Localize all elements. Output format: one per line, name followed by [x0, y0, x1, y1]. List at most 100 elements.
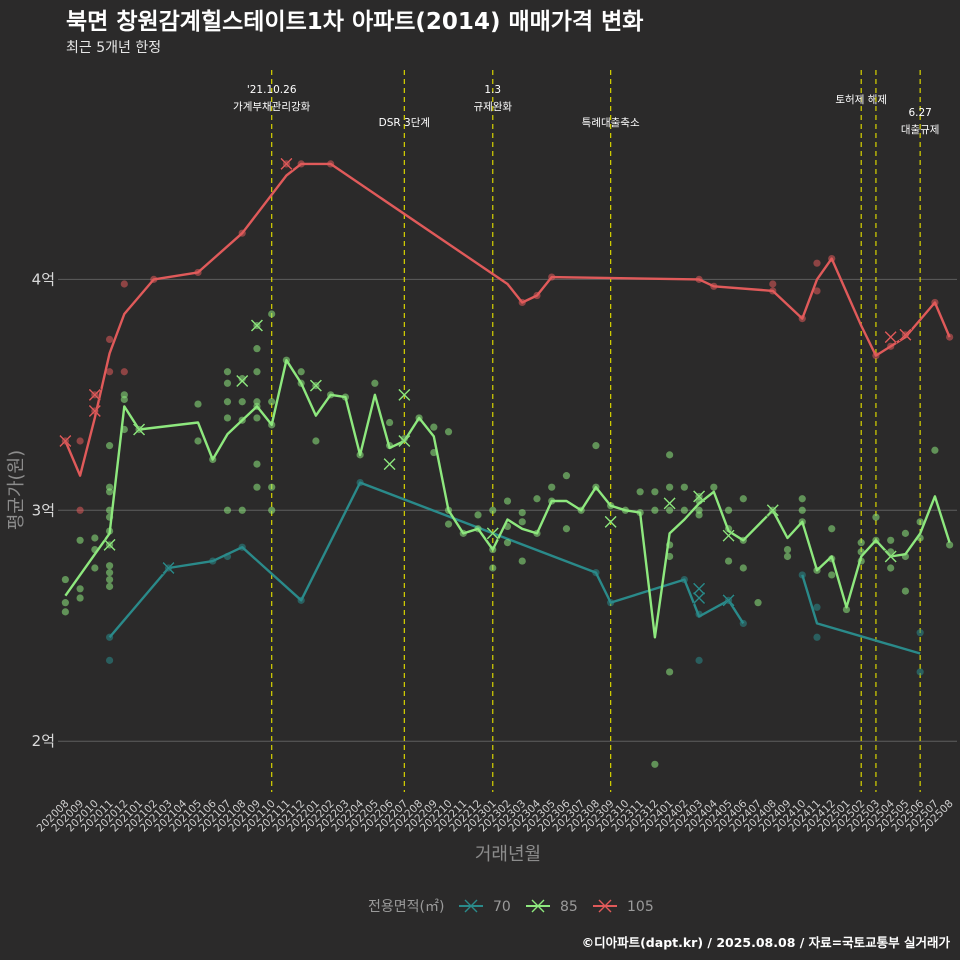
legend-key-marker [531, 899, 545, 913]
y-tick-label: 4억 [32, 270, 55, 288]
data-point [872, 513, 880, 521]
cancelled-marker [398, 388, 411, 401]
data-point [813, 603, 821, 611]
series-line [64, 162, 951, 477]
data-point [238, 506, 246, 514]
cancelled-marker [884, 550, 897, 563]
data-point [76, 594, 84, 602]
data-point [887, 564, 895, 572]
data-point [680, 483, 688, 491]
data-point [783, 552, 792, 561]
data-point [916, 668, 924, 676]
data-point [253, 398, 261, 406]
data-point [371, 379, 379, 387]
y-tick-label: 3억 [32, 501, 55, 519]
cancelled-marker [162, 562, 175, 575]
data-point [666, 668, 674, 676]
data-point [253, 345, 261, 353]
data-point [105, 483, 114, 491]
data-point [724, 506, 733, 514]
data-point [120, 368, 128, 376]
data-point [680, 506, 688, 514]
data-point [253, 483, 261, 491]
data-point [61, 575, 69, 584]
cancelled-marker [236, 374, 249, 387]
series-105 [58, 157, 954, 514]
cancelled-marker [693, 592, 706, 605]
data-point [769, 280, 777, 288]
series-85 [61, 310, 954, 768]
data-point [105, 656, 114, 664]
data-point [887, 536, 895, 544]
data-point [76, 585, 84, 593]
data-point [548, 483, 556, 491]
data-point [636, 488, 644, 496]
data-point [105, 582, 114, 591]
data-point [503, 497, 512, 505]
data-point [444, 428, 453, 436]
event-label: 가계부채관리강화 [233, 101, 311, 113]
data-point [489, 506, 497, 514]
data-point [901, 587, 910, 595]
event-label: '21.10.26 [247, 84, 297, 96]
data-point [798, 506, 806, 514]
data-point [754, 599, 762, 607]
data-point [430, 423, 438, 431]
data-point [503, 539, 512, 547]
data-point [253, 414, 261, 422]
cancelled-marker [383, 458, 396, 471]
data-point [385, 418, 394, 427]
data-point [61, 608, 69, 616]
data-point [223, 414, 232, 422]
cancelled-marker [663, 497, 676, 510]
data-point [518, 508, 526, 517]
data-point [223, 398, 232, 406]
data-point [105, 368, 114, 376]
data-point [268, 506, 276, 514]
data-point [253, 460, 261, 468]
data-point [105, 335, 114, 344]
data-point [695, 506, 703, 514]
legend-label: 105 [627, 899, 654, 915]
cancelled-marker [604, 515, 617, 528]
data-point [666, 451, 674, 459]
data-point [916, 629, 924, 637]
cancelled-marker [693, 490, 706, 503]
data-point [724, 557, 733, 565]
data-point [666, 506, 674, 514]
data-point [666, 483, 674, 491]
cancelled-marker [766, 504, 779, 517]
legend-label: 85 [560, 899, 578, 915]
data-point [105, 575, 114, 584]
cancelled-marker [280, 157, 293, 170]
data-point [813, 633, 821, 641]
data-point [223, 506, 232, 514]
data-point [194, 400, 202, 408]
cancelled-marker [88, 404, 101, 417]
cancelled-marker [250, 319, 263, 332]
data-point [666, 552, 674, 561]
data-point [901, 529, 910, 537]
data-point [223, 368, 232, 376]
data-point [562, 525, 571, 533]
data-point [297, 368, 305, 376]
data-point [946, 541, 954, 549]
data-point [223, 379, 232, 387]
event-label: 6.27 [908, 107, 931, 119]
event-label: 대출규제 [901, 124, 940, 136]
data-point [828, 525, 836, 533]
x-axis-title: 거래년월 [475, 844, 541, 865]
data-point [105, 562, 114, 570]
data-point [518, 518, 526, 526]
data-point [268, 398, 276, 406]
event-label: DSR 3단계 [379, 117, 430, 129]
legend-title: 전용면적(㎡) [368, 899, 444, 915]
data-point [710, 483, 718, 491]
data-point [813, 259, 821, 267]
data-point [651, 488, 659, 496]
data-point [857, 539, 865, 547]
data-point [798, 495, 806, 503]
